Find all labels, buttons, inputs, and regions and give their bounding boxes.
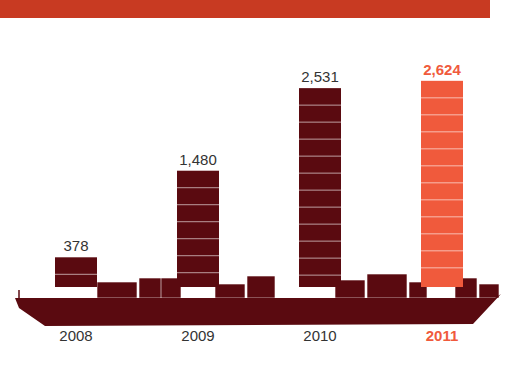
svg-text:2,624: 2,624: [423, 61, 461, 78]
svg-text:2,531: 2,531: [301, 68, 339, 85]
svg-text:2008: 2008: [59, 327, 92, 344]
svg-text:2009: 2009: [181, 327, 214, 344]
svg-text:1,480: 1,480: [179, 151, 217, 168]
svg-text:2010: 2010: [303, 327, 336, 344]
svg-text:2011: 2011: [426, 327, 459, 344]
svg-text:378: 378: [63, 237, 88, 254]
